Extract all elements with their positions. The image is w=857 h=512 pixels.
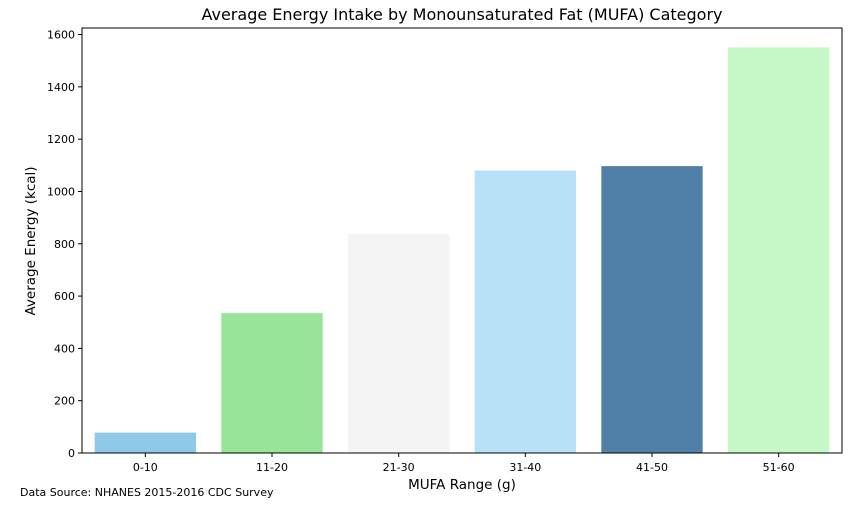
x-axis-ticks: 0-10 11-20 21-30 31-40 41-50 51-60 (133, 453, 795, 474)
x-tick-label: 31-40 (509, 461, 541, 474)
y-axis-label: Average Energy (kcal) (23, 166, 39, 315)
bar-31-40 (474, 170, 576, 454)
x-tick-label: 11-20 (256, 461, 288, 474)
bars-group (94, 47, 830, 454)
x-tick-label: 51-60 (763, 461, 795, 474)
bar-51-60 (728, 47, 830, 453)
y-tick-label: 600 (54, 290, 75, 303)
x-tick-label: 21-30 (383, 461, 415, 474)
y-tick-label: 0 (68, 447, 75, 460)
y-tick-label: 400 (54, 342, 75, 355)
bar-11-20 (221, 313, 323, 453)
bar-21-30 (348, 233, 450, 453)
data-source-note: Data Source: NHANES 2015-2016 CDC Survey (20, 486, 274, 499)
y-tick-label: 1200 (47, 133, 75, 146)
bar-41-50 (601, 166, 703, 454)
x-axis-label: MUFA Range (g) (408, 477, 516, 493)
y-tick-label: 200 (54, 395, 75, 408)
y-tick-label: 1000 (47, 185, 75, 198)
chart-title: Average Energy Intake by Monounsaturated… (201, 5, 722, 24)
plot-frame (81, 27, 843, 454)
y-tick-label: 800 (54, 238, 75, 251)
y-tick-label: 1400 (47, 81, 75, 94)
x-tick-label: 0-10 (133, 461, 158, 474)
x-tick-label: 41-50 (636, 461, 668, 474)
y-tick-label: 1600 (47, 29, 75, 42)
y-axis-ticks: 0 200 400 600 800 1000 1200 1400 1600 (47, 29, 82, 460)
bar-0-10 (94, 432, 196, 453)
